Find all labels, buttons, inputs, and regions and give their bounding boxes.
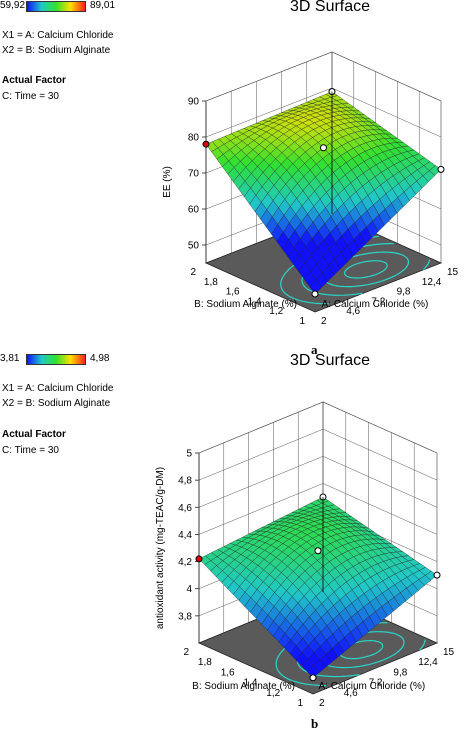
legend-min-label: 59,92 [0, 0, 26, 11]
floor-contour [344, 260, 388, 279]
z-tick-label: 80 [188, 133, 200, 144]
z-axis-label: EE (%) [162, 166, 173, 198]
x-axis-label: A: Calcium Chloride (%) [322, 299, 429, 310]
z-tick-label: 4,8 [178, 476, 192, 487]
design-point [195, 555, 203, 563]
y-tick-label: 1,6 [221, 667, 235, 678]
wall-grid-line [198, 456, 438, 508]
surface-cell [307, 665, 320, 678]
z-tick-label: 3,8 [178, 611, 192, 622]
z-tick-label: 4,4 [178, 530, 192, 541]
surface-group: 3,8 4 4,2 4,4 4,6 4,8 5 antioxidant activity (m… [155, 401, 455, 709]
x-tick-label: 2 [321, 316, 327, 327]
z-tick-label: 4,6 [178, 503, 192, 514]
wall-grid-line [205, 87, 442, 138]
y-tick-label: 2 [183, 647, 189, 658]
x-tick-label: 7,2 [369, 678, 383, 689]
color-legend-bar [26, 354, 86, 365]
wall-grid-line [198, 483, 438, 535]
surface-cell [309, 279, 322, 295]
x-tick-label: 4,6 [346, 306, 360, 317]
z-tick-label: 50 [188, 241, 200, 252]
actual-factor-value: C: Time = 30 [2, 91, 59, 102]
actual-factor-title: Actual Factor [2, 429, 66, 440]
chart-title: 3D Surface [290, 0, 371, 15]
y-tick-label: 1,8 [204, 277, 218, 288]
design-point [309, 674, 317, 682]
y-tick-label: 1,4 [247, 296, 261, 307]
design-point [437, 165, 445, 173]
design-point [311, 290, 319, 298]
wall-grid-line [198, 401, 438, 454]
y-tick-label: 1,4 [243, 678, 257, 689]
z-axis-label: antioxidant activity (mg-TEAC/g-DM) [155, 467, 166, 629]
panel-letter-b: b [311, 716, 319, 731]
surface-plot-b: 3,8 4 4,2 4,4 4,6 4,8 5 antioxidant activity (m… [155, 401, 455, 709]
y-tick-label: 1,6 [226, 287, 240, 298]
z-tick-label: 90 [188, 97, 200, 108]
y-axis-label: B: Sodium Alginate (%) [192, 681, 295, 692]
z-tick-label: 4 [186, 584, 192, 595]
z-tick-label: 60 [188, 205, 200, 216]
x-tick-label: 12,4 [422, 277, 442, 288]
surface-panel-b: 3,81 4,98 X1 = A: Calcium Chloride X2 = … [0, 350, 474, 731]
x-tick-label: 2 [319, 698, 325, 709]
legend-max-label: 4,98 [90, 353, 110, 364]
x-tick-label: 15 [447, 267, 459, 278]
x-axis-label: A: Calcium Chloride (%) [318, 681, 425, 692]
color-legend-bar [26, 1, 86, 12]
surface-panel-a: 59,92 89,01 X1 = A: Calcium Chloride X2 … [0, 0, 474, 366]
floor-contour [322, 251, 409, 288]
wall-grid-line [205, 51, 442, 102]
factor-x2-label: X2 = B: Sodium Alginate [2, 45, 111, 56]
panel-letter-a: a [311, 342, 318, 357]
design-point [320, 144, 327, 152]
x-tick-label: 12,4 [418, 657, 438, 668]
surface-plot-a: 50 60 70 80 90 EE (%) 1 1,2 1,4 1,6 1,8 2 2 4,6 7,2 9,8… [162, 51, 459, 327]
z-tick-label: 70 [188, 169, 200, 180]
z-tick-label: 4,2 [178, 557, 192, 568]
chart-title: 3D Surface [290, 352, 371, 369]
design-point [314, 547, 322, 555]
wall-grid-line [198, 428, 438, 481]
x-tick-label: 9,8 [397, 287, 411, 298]
x-tick-label: 15 [443, 647, 455, 658]
floor-contour [339, 639, 384, 660]
y-tick-label: 1,8 [198, 657, 212, 668]
y-tick-label: 1 [297, 698, 303, 709]
y-tick-label: 2 [190, 267, 196, 278]
x-tick-label: 4,6 [344, 688, 358, 699]
surface-group: 50 60 70 80 90 EE (%) 1 1,2 1,4 1,6 1,8 2 2 4,6 7,2 9,8… [162, 51, 459, 327]
y-tick-label: 1,2 [269, 306, 283, 317]
factor-x2-label: X2 = B: Sodium Alginate [2, 398, 111, 409]
design-point [202, 140, 210, 148]
legend-max-label: 89,01 [90, 0, 116, 11]
x-tick-label: 7,2 [371, 296, 385, 307]
z-tick-label: 5 [186, 449, 192, 460]
factor-x1-label: X1 = A: Calcium Chloride [2, 30, 114, 41]
design-point [433, 571, 441, 579]
actual-factor-value: C: Time = 30 [2, 445, 59, 456]
factor-x1-label: X1 = A: Calcium Chloride [2, 383, 114, 394]
x-tick-label: 9,8 [393, 667, 407, 678]
y-axis-label: B: Sodium Alginate (%) [194, 299, 297, 310]
legend-min-label: 3,81 [0, 353, 20, 364]
actual-factor-title: Actual Factor [2, 75, 66, 86]
y-tick-label: 1 [299, 316, 305, 327]
y-tick-label: 1,2 [266, 688, 280, 699]
